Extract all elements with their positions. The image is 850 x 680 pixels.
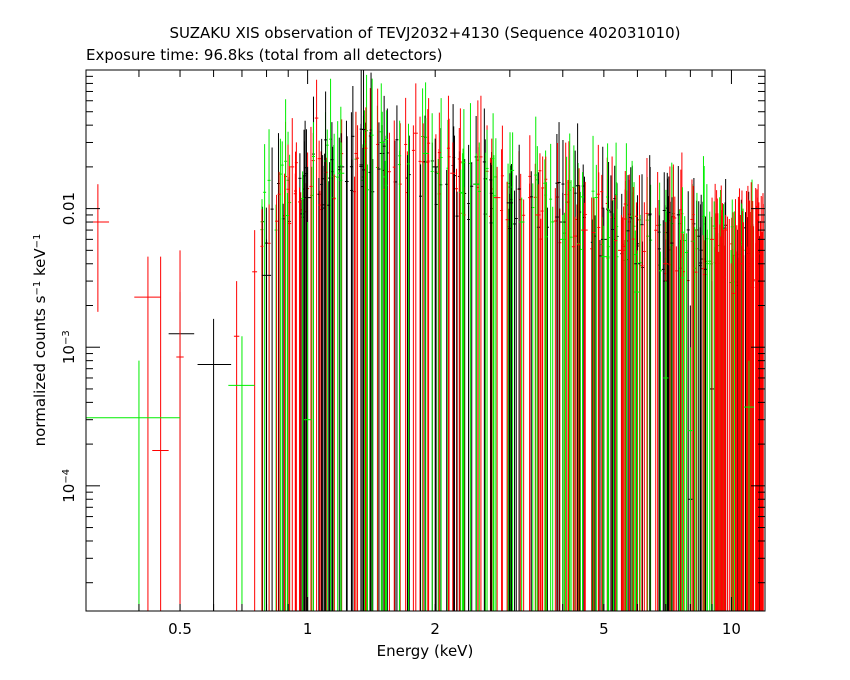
data-point bbox=[688, 347, 693, 611]
x-tick-label: 2 bbox=[430, 620, 440, 638]
data-point bbox=[493, 166, 501, 611]
data-point bbox=[233, 281, 240, 611]
data-point bbox=[450, 142, 456, 611]
x-axis-label: Energy (keV) bbox=[377, 642, 474, 660]
data-point bbox=[618, 214, 625, 611]
data-point bbox=[261, 239, 272, 611]
y-tick-label: 10−3 bbox=[60, 330, 78, 364]
y-axis-label-exp1: −1 bbox=[32, 281, 43, 296]
chart-title: SUZAKU XIS observation of TEVJ2032+4130 … bbox=[169, 24, 680, 42]
x-tick-labels: 0.5 1 2 5 10 bbox=[168, 620, 741, 638]
data-point bbox=[663, 281, 669, 611]
data-point bbox=[600, 225, 607, 611]
y-tick-labels: 10−410−30.01 bbox=[60, 192, 78, 503]
data-point bbox=[228, 336, 255, 611]
y-tick-exponent: −4 bbox=[61, 469, 72, 484]
y-axis-label-middle: keV bbox=[31, 248, 49, 281]
data-point bbox=[413, 83, 418, 611]
x-tick-label: 10 bbox=[722, 620, 741, 638]
data-point bbox=[506, 173, 513, 611]
data-point bbox=[134, 256, 161, 611]
plot-frame bbox=[85, 69, 766, 612]
data-point bbox=[168, 292, 195, 611]
data-point bbox=[92, 184, 110, 312]
data-point bbox=[560, 214, 566, 611]
data-point bbox=[422, 118, 429, 611]
data-point bbox=[314, 79, 319, 611]
y-tick-label: 0.01 bbox=[60, 192, 78, 225]
data-point bbox=[338, 142, 345, 611]
y-axis-label: normalized counts s−1 keV−1 bbox=[31, 234, 49, 447]
y-tick-base: 10 bbox=[60, 484, 78, 503]
y-axis-label-prefix: normalized counts s bbox=[31, 295, 49, 446]
x-tick-label: 0.5 bbox=[168, 620, 192, 638]
y-tick-exponent: −3 bbox=[61, 330, 72, 345]
data-point bbox=[581, 202, 588, 611]
data-layer bbox=[86, 70, 764, 611]
data-point bbox=[518, 197, 525, 611]
data-point bbox=[152, 256, 169, 611]
data-point bbox=[176, 250, 184, 611]
axis-ticks bbox=[85, 69, 765, 611]
y-tick-label: 10−4 bbox=[60, 469, 78, 503]
data-point bbox=[709, 197, 715, 611]
data-point bbox=[290, 118, 295, 611]
data-point bbox=[197, 318, 232, 611]
data-point bbox=[303, 222, 312, 611]
data-point bbox=[432, 138, 438, 611]
data-point bbox=[473, 153, 480, 611]
y-tick-base: 10 bbox=[60, 345, 78, 364]
x-tick-label: 5 bbox=[599, 620, 609, 638]
data-point bbox=[252, 230, 258, 611]
data-point bbox=[634, 250, 641, 611]
x-tick-label: 1 bbox=[303, 620, 313, 638]
data-point bbox=[354, 111, 358, 611]
data-point bbox=[743, 360, 754, 611]
chart-subtitle: Exposure time: 96.8ks (total from all de… bbox=[86, 46, 442, 64]
data-point bbox=[86, 360, 181, 611]
data-point bbox=[738, 214, 743, 611]
data-point bbox=[379, 111, 385, 611]
data-point bbox=[535, 184, 541, 611]
y-axis-label-exp2: −1 bbox=[32, 234, 43, 249]
y-tick-base: 0.01 bbox=[60, 192, 78, 225]
